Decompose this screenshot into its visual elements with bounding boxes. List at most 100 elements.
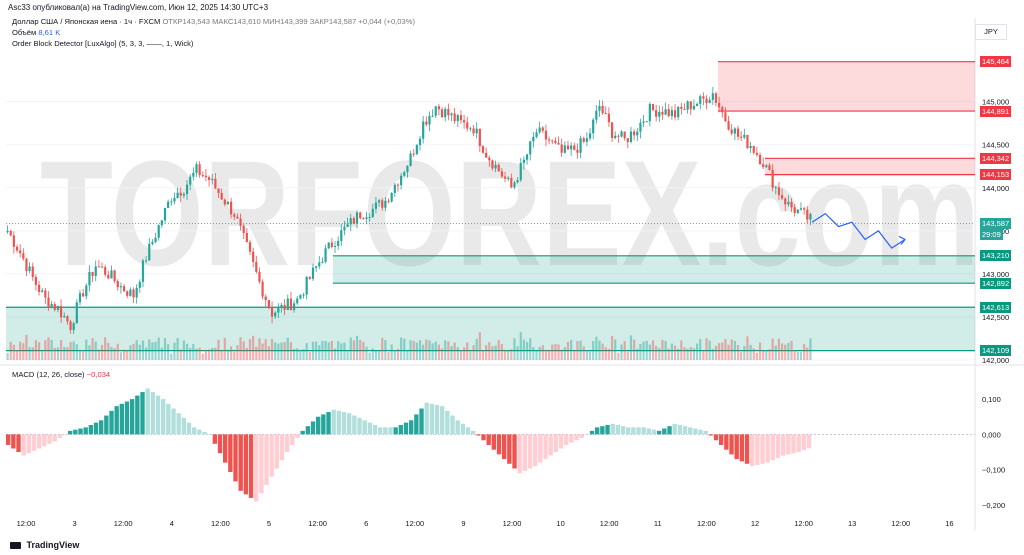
candle-body — [280, 304, 283, 308]
candle-body — [431, 115, 434, 117]
macd-bar — [155, 395, 161, 435]
macd-bar — [791, 434, 796, 454]
candle-body — [462, 120, 466, 123]
macd-bar — [434, 404, 440, 435]
macd-bar — [119, 403, 125, 435]
volume-bar — [418, 340, 422, 360]
volume-bar — [746, 336, 749, 360]
volume-bar — [620, 344, 623, 360]
volume-bar — [765, 350, 768, 360]
macd-bar — [140, 392, 145, 435]
candle-body — [409, 153, 412, 166]
volume-bar — [689, 346, 692, 360]
volume-bar — [255, 346, 258, 360]
time-tick-label: 12:00 — [794, 519, 813, 528]
macd-bar — [6, 434, 11, 445]
volume-bar — [78, 349, 82, 360]
volume-bar — [116, 343, 119, 360]
volume-bar — [415, 342, 418, 360]
volume-bar — [151, 342, 154, 360]
candle-body — [736, 128, 740, 137]
candle-body — [459, 115, 463, 121]
candle-body — [639, 122, 642, 132]
volume-bar — [396, 348, 400, 360]
currency-button[interactable]: JPY — [975, 24, 1007, 40]
candle-body — [119, 286, 123, 288]
candle-body — [6, 230, 9, 232]
time-tick-label: 4 — [170, 519, 174, 528]
macd-bar — [305, 426, 311, 435]
volume-bar — [538, 346, 541, 360]
candle-body — [544, 130, 548, 140]
macd-bar — [11, 434, 16, 449]
candle-body — [740, 136, 743, 138]
macd-bar — [786, 434, 791, 455]
macd-bar — [605, 424, 610, 435]
volume-label[interactable]: Объём — [12, 28, 37, 37]
macd-bar — [471, 430, 476, 435]
volume-bar — [510, 349, 513, 360]
candle-body — [340, 230, 343, 241]
volume-bar — [658, 348, 661, 360]
macd-bar — [538, 434, 543, 463]
volume-bar — [673, 345, 677, 360]
candle-body — [192, 172, 195, 177]
candle-body — [233, 214, 236, 217]
volume-bar — [721, 342, 724, 360]
volume-bar — [623, 341, 626, 360]
macd-bar — [378, 427, 383, 435]
volume-bar — [299, 350, 302, 360]
macd-bar — [600, 426, 605, 435]
volume-bar — [639, 343, 642, 360]
candle-body — [610, 122, 614, 138]
volume-bar — [239, 337, 242, 360]
candle-body — [88, 271, 91, 286]
macd-bar — [124, 401, 130, 435]
candle-body — [201, 175, 204, 177]
macd-label[interactable]: MACD (12, 26, close) — [12, 370, 85, 379]
macd-bar — [181, 417, 187, 435]
candle-body — [19, 250, 22, 254]
macd-bar — [801, 434, 807, 451]
candle-body — [403, 172, 406, 176]
candle-body — [538, 127, 541, 133]
symbol-name[interactable]: Доллар США / Японская иена · 1ч · FXCM — [12, 17, 161, 26]
candle-body — [126, 291, 129, 296]
candle-body — [324, 248, 327, 262]
candle-body — [440, 109, 444, 118]
volume-bar — [368, 352, 371, 360]
volume-bar — [576, 341, 579, 360]
candle-body — [69, 321, 72, 331]
volume-bar — [47, 337, 50, 360]
volume-bar — [478, 332, 481, 360]
volume-bar — [440, 348, 444, 360]
candle-body — [415, 145, 418, 155]
macd-bar — [73, 429, 78, 435]
volume-bar — [400, 337, 403, 360]
volume-bar — [264, 339, 267, 360]
order-block-bottom-tag: 142,109 — [980, 345, 1012, 357]
macd-bar — [336, 410, 342, 435]
indicator-name[interactable]: Order Block Detector [LuxAlgo] (5, 3, 3,… — [12, 39, 194, 48]
candle-body — [803, 208, 806, 210]
candle-body — [784, 198, 787, 205]
volume-bar — [189, 347, 192, 360]
volume-bar — [321, 340, 324, 360]
volume-bar — [670, 343, 673, 360]
candle-body — [655, 110, 658, 117]
macd-bar — [781, 434, 786, 456]
volume-bar — [9, 341, 12, 360]
forecast-arrowhead — [898, 235, 906, 245]
volume-bar — [374, 351, 378, 360]
volume-bar — [437, 344, 441, 360]
volume-bar — [796, 351, 799, 360]
candle-body — [481, 146, 485, 153]
candle-body — [507, 177, 510, 179]
volume-bar — [204, 349, 208, 360]
volume-bar — [743, 346, 746, 360]
candle-body — [762, 164, 765, 168]
candle-body — [145, 260, 148, 262]
candle-body — [475, 128, 478, 134]
volume-bar — [100, 344, 104, 360]
